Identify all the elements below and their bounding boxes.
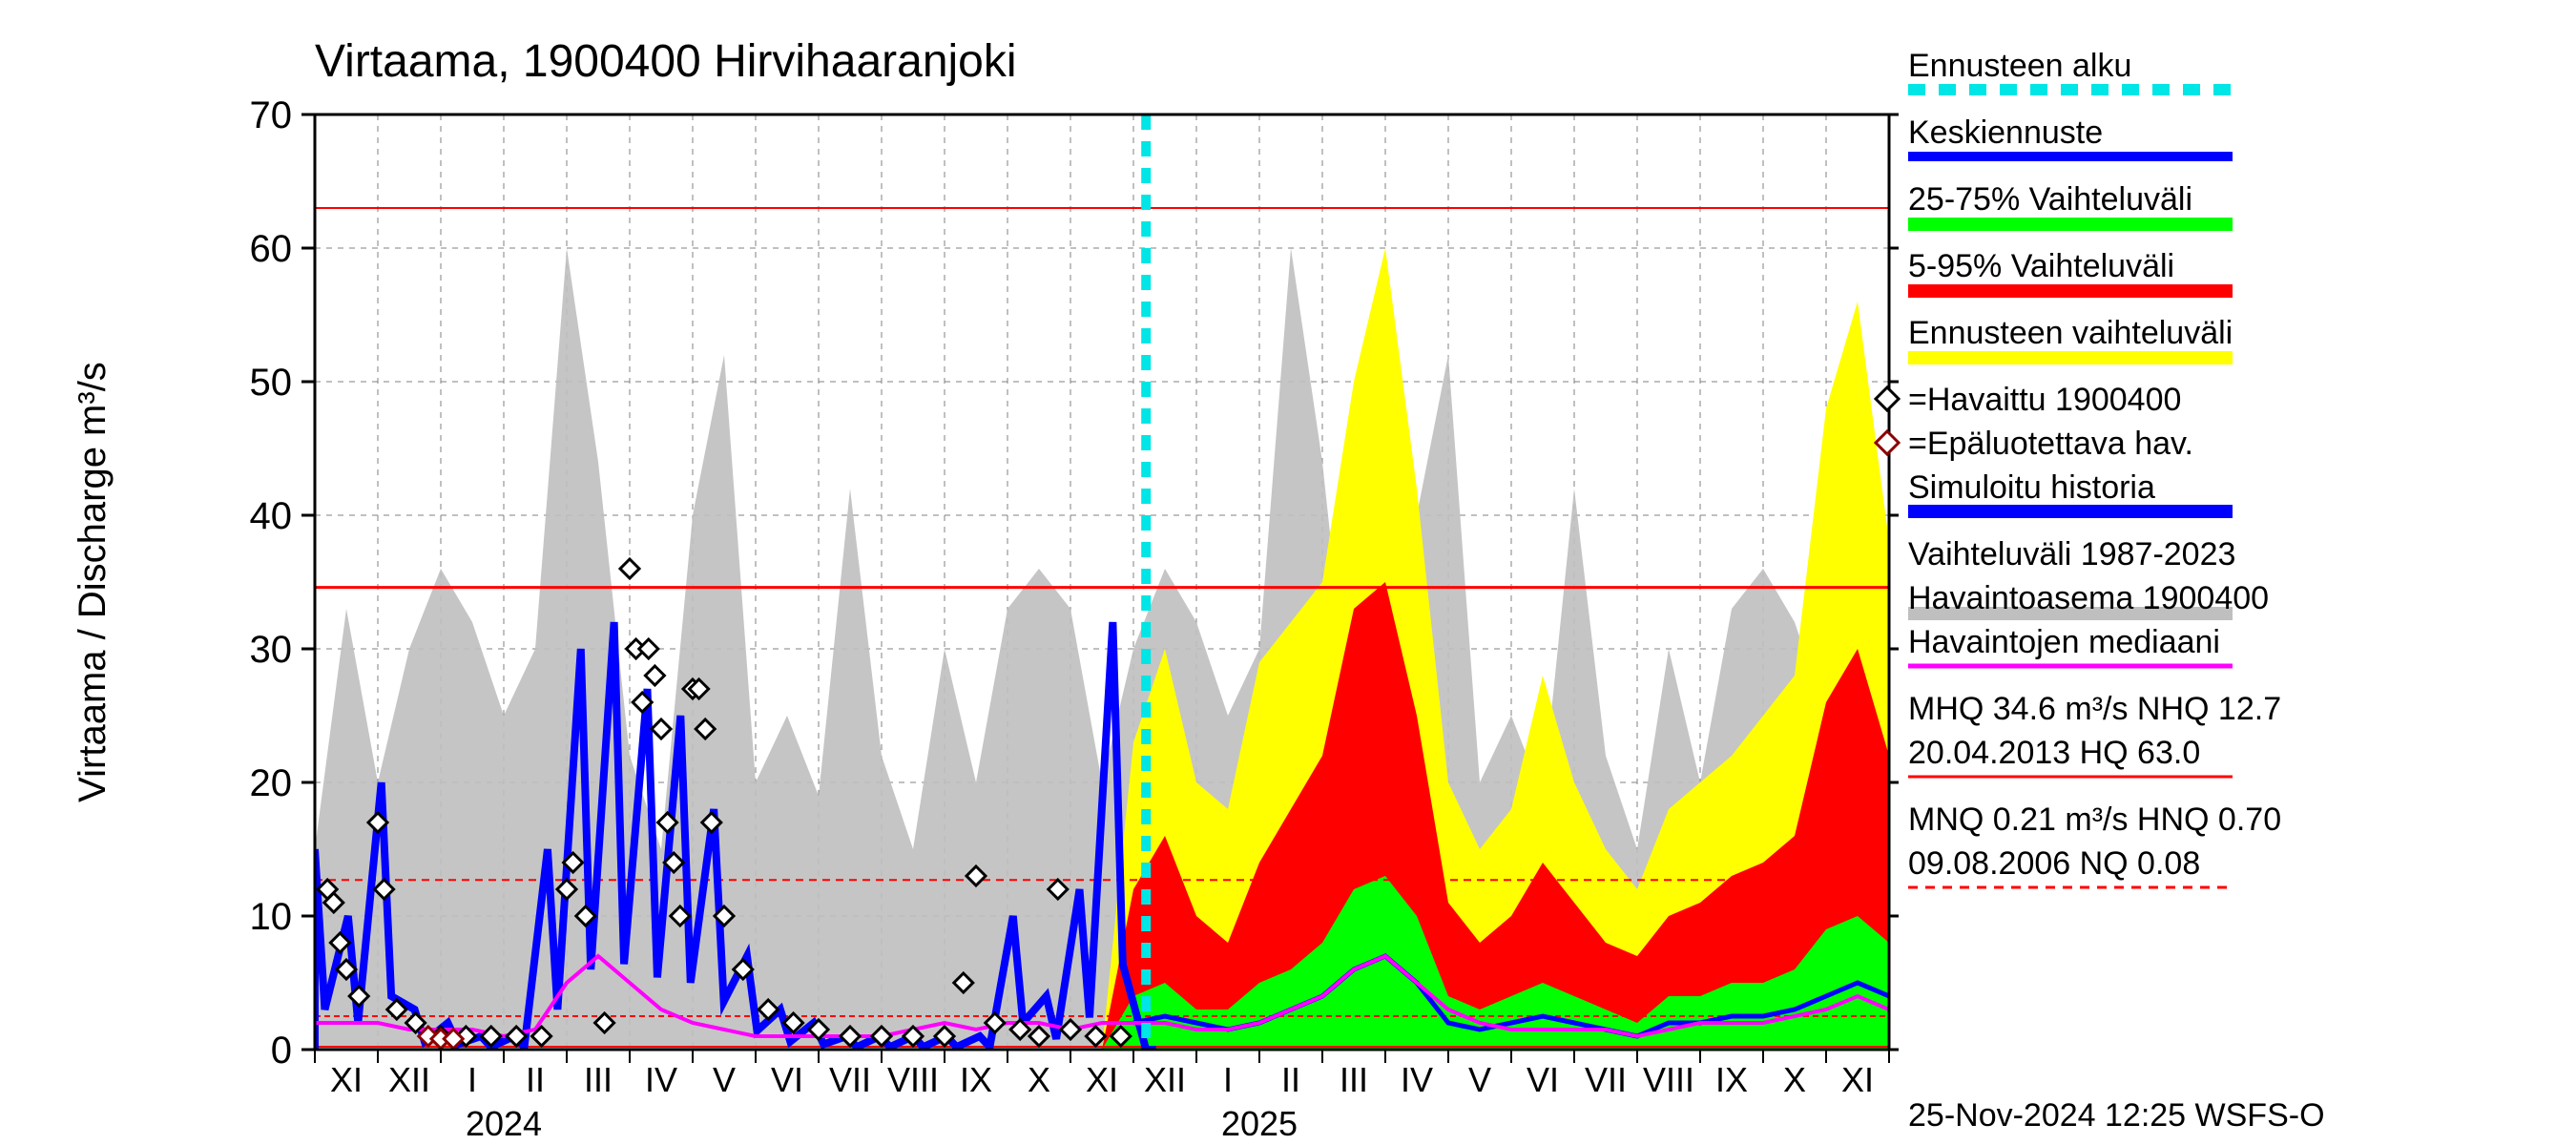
svg-text:40: 40 [250,495,293,537]
svg-text:III: III [1340,1060,1368,1099]
legend-label: Ennusteen alku [1908,48,2131,84]
svg-text:0: 0 [271,1030,292,1072]
svg-text:III: III [584,1060,613,1099]
svg-text:60: 60 [250,228,293,270]
legend-label: Ennusteen vaihteluväli [1908,315,2233,351]
svg-text:XII: XII [388,1060,430,1099]
legend-label: 20.04.2013 HQ 63.0 [1908,735,2200,771]
legend-label: MNQ 0.21 m³/s HNQ 0.70 [1908,802,2281,838]
svg-text:IX: IX [1715,1060,1748,1099]
svg-text:IV: IV [1401,1060,1433,1099]
y-axis-label: Virtaama / Discharge m³/s [72,362,114,802]
svg-text:II: II [526,1060,545,1099]
legend-label: =Epäluotettava hav. [1908,426,2193,462]
svg-text:VI: VI [771,1060,803,1099]
svg-text:X: X [1783,1060,1806,1099]
legend-label: 25-75% Vaihteluväli [1908,181,2192,218]
legend-label: Simuloitu historia [1908,469,2155,506]
svg-text:I: I [1223,1060,1233,1099]
svg-text:50: 50 [250,362,293,404]
svg-text:XI: XI [330,1060,363,1099]
svg-text:XII: XII [1144,1060,1186,1099]
legend-label: Havaintoasema 1900400 [1908,580,2269,616]
svg-text:V: V [713,1060,736,1099]
footer-timestamp: 25-Nov-2024 12:25 WSFS-O [1908,1097,2325,1134]
svg-text:10: 10 [250,896,293,938]
chart-svg: 010203040506070XIXIIIIIIIIIVVVIVIIVIIIIX… [0,0,2576,1145]
svg-text:I: I [467,1060,477,1099]
svg-text:30: 30 [250,629,293,671]
svg-text:VIII: VIII [1643,1060,1694,1099]
svg-text:V: V [1468,1060,1491,1099]
legend-label: =Havaittu 1900400 [1908,382,2181,418]
legend-label: 5-95% Vaihteluväli [1908,248,2174,284]
svg-text:XI: XI [1086,1060,1118,1099]
svg-text:2025: 2025 [1221,1104,1298,1143]
legend-label: Vaihteluväli 1987-2023 [1908,536,2235,572]
svg-text:XI: XI [1841,1060,1874,1099]
legend-label: Havaintojen mediaani [1908,624,2220,660]
svg-text:2024: 2024 [466,1104,542,1143]
svg-text:II: II [1281,1060,1300,1099]
svg-text:VI: VI [1527,1060,1559,1099]
hydrograph-chart: 010203040506070XIXIIIIIIIIIVVVIVIIVIIIIX… [0,0,2576,1145]
svg-text:IX: IX [960,1060,992,1099]
svg-text:VII: VII [829,1060,871,1099]
svg-text:VIII: VIII [887,1060,939,1099]
svg-text:X: X [1028,1060,1050,1099]
svg-text:20: 20 [250,762,293,804]
chart-title: Virtaama, 1900400 Hirvihaaranjoki [315,36,1017,87]
svg-text:VII: VII [1585,1060,1627,1099]
legend-label: 09.08.2006 NQ 0.08 [1908,845,2200,882]
svg-text:IV: IV [645,1060,677,1099]
svg-text:70: 70 [250,94,293,136]
legend-label: MHQ 34.6 m³/s NHQ 12.7 [1908,691,2281,727]
legend-label: Keskiennuste [1908,114,2103,151]
